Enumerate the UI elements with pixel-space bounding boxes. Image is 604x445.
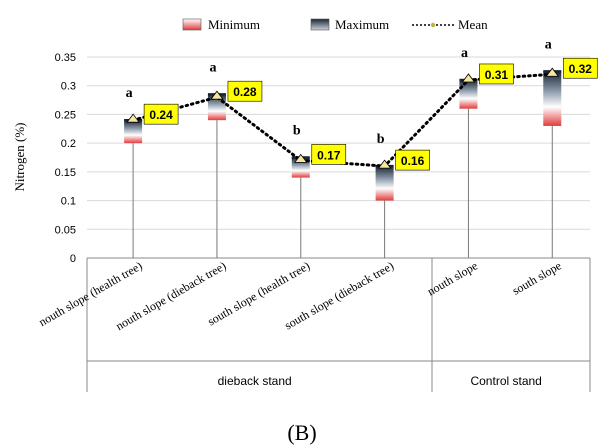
mean-value-label: 0.17 xyxy=(317,148,341,162)
y-axis-ticks: 0 0.05 0.1 0.15 0.2 0.25 0.3 0.35 xyxy=(55,52,76,265)
category-label: nouth slope xyxy=(425,258,480,298)
group-label: dieback stand xyxy=(218,374,292,388)
legend-max-swatch xyxy=(310,18,330,31)
mean-marker xyxy=(210,90,224,100)
significance-letter: a xyxy=(209,60,216,75)
y-tick-label: 0.2 xyxy=(61,138,76,150)
mean-value-label: 0.28 xyxy=(233,85,257,99)
mean-label-box xyxy=(227,80,263,102)
mean-label-box xyxy=(562,57,598,79)
panel-label: (B) xyxy=(287,420,316,445)
significance-letter: b xyxy=(377,132,385,147)
y-tick-label: 0.15 xyxy=(55,167,76,179)
gridlines xyxy=(87,56,590,230)
range-boxes xyxy=(124,70,562,201)
significance-letter: a xyxy=(545,37,552,52)
y-tick-label: 0.35 xyxy=(55,52,76,64)
y-tick-label: 0 xyxy=(70,253,76,265)
mean-marker xyxy=(126,113,140,123)
mean-marker xyxy=(293,153,308,163)
range-box xyxy=(543,71,562,126)
range-box xyxy=(124,120,143,144)
legend: Minimum Maximum Mean xyxy=(182,17,488,32)
mean-label-box xyxy=(479,63,514,85)
range-box xyxy=(375,166,394,201)
significance-letters: a a b b a a xyxy=(126,37,552,147)
legend-mean-label: Mean xyxy=(458,17,488,32)
y-tick-label: 0.3 xyxy=(61,81,76,93)
y-tick-label: 0.25 xyxy=(55,109,76,121)
group-label: Control stand xyxy=(470,374,541,388)
legend-min-swatch xyxy=(182,18,202,31)
legend-max-label: Maximum xyxy=(335,17,389,32)
mean-marker xyxy=(377,159,392,169)
mean-value-label: 0.16 xyxy=(401,154,425,168)
y-tick-label: 0.1 xyxy=(61,196,76,208)
range-box xyxy=(459,79,478,109)
y-axis-title: Nitrogen (%) xyxy=(12,123,27,192)
significance-letter: b xyxy=(293,124,301,139)
group-labels: dieback stand Control stand xyxy=(218,374,542,388)
x-axis-category-labels: nouth slope (health tree)nouth slope (di… xyxy=(36,258,563,333)
mean-marker xyxy=(461,73,476,83)
y-tick-label: 0.05 xyxy=(55,224,76,236)
mean-value-labels: 0.24 0.28 0.17 0.16 0.31 0.32 xyxy=(143,57,598,171)
mean-value-label: 0.31 xyxy=(485,68,509,82)
mean-value-label: 0.32 xyxy=(569,62,593,76)
significance-letter: a xyxy=(126,86,133,101)
legend-min-label: Minimum xyxy=(208,17,260,32)
legend-mean-marker xyxy=(430,22,436,28)
category-label: south slope xyxy=(510,258,564,297)
mean-value-label: 0.24 xyxy=(149,108,173,122)
mean-label-box xyxy=(395,149,430,171)
mean-label-box xyxy=(143,103,179,125)
mean-label-box xyxy=(311,144,347,165)
mean-marker xyxy=(545,67,560,77)
stems xyxy=(132,108,553,258)
significance-letter: a xyxy=(461,46,468,61)
